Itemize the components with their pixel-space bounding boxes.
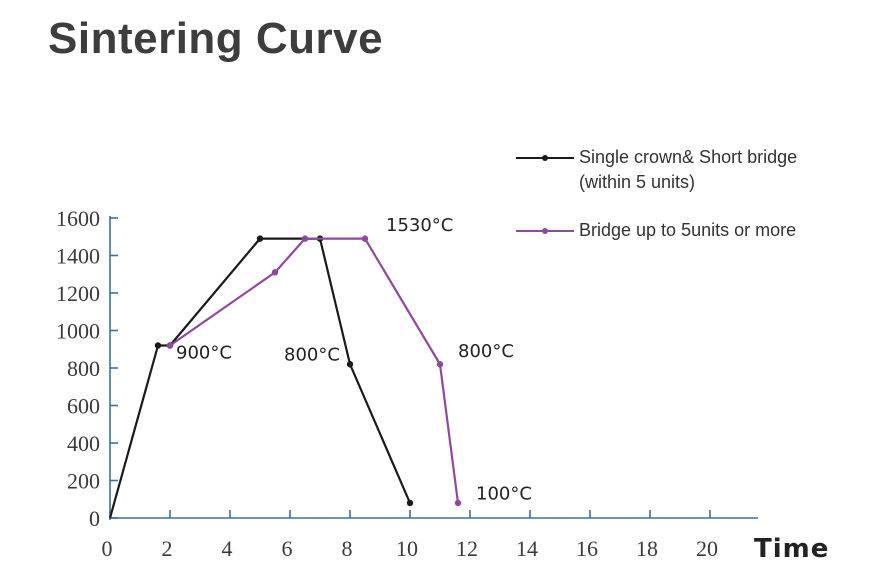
series-point (436, 361, 444, 368)
x-tick-label: 10 (396, 536, 418, 561)
series-point (454, 499, 462, 507)
y-tick-label: 1600 (56, 206, 100, 231)
series-line-1 (108, 237, 412, 519)
y-tick-label: 200 (67, 469, 100, 494)
x-tick-label: 2 (162, 536, 173, 561)
x-tick-label: 18 (636, 536, 658, 561)
x-tick-label: 8 (342, 536, 353, 561)
temperature-annotation: 800°C (284, 345, 340, 366)
y-tick-label: 600 (67, 394, 100, 419)
y-tick-label: 1200 (56, 281, 100, 306)
y-tick-label: 800 (67, 356, 100, 381)
x-tick-label: 12 (456, 536, 478, 561)
x-tick-label: 16 (576, 536, 598, 561)
temperature-annotation: 800°C (458, 341, 514, 362)
temperature-annotation: 1530°C (386, 215, 453, 236)
legend-label: Bridge up to 5units or more (579, 220, 796, 240)
series-point (406, 499, 414, 507)
series-line-2 (169, 237, 460, 504)
series-layer (108, 235, 462, 519)
series-point (154, 342, 162, 349)
series-point (256, 235, 264, 242)
series-point (271, 269, 279, 276)
legend: Single crown& Short bridge (within 5 unit… (516, 147, 797, 240)
x-tick-label: 14 (516, 536, 538, 561)
axes: 0 200 400 600 800 1000 1200 1400 1600 0 2 4 6 8 10 12 14… (56, 206, 829, 564)
annotation-layer: 900°C 800°C 1530°C 800°C 100°C (176, 215, 532, 504)
temperature-annotation: 900°C (176, 343, 232, 364)
legend-label: Single crown& Short bridge (579, 147, 797, 167)
series-point (166, 342, 174, 349)
legend-swatch-marker (542, 155, 548, 161)
series-point (346, 361, 354, 368)
series-point (301, 235, 309, 242)
chart-title: Sintering Curve (48, 14, 384, 63)
x-tick-label: 4 (222, 536, 233, 561)
y-tick-label: 0 (89, 506, 100, 531)
legend-label-line2: (within 5 units) (579, 172, 695, 192)
series-point (361, 235, 369, 242)
y-tick-label: 1000 (56, 319, 100, 344)
x-tick-label: 6 (282, 536, 293, 561)
y-tick-label: 1400 (56, 244, 100, 269)
x-axis-label: Time (754, 534, 829, 564)
temperature-annotation: 100°C (476, 483, 532, 504)
x-tick-label: 20 (696, 536, 718, 561)
legend-swatch-marker (542, 228, 548, 234)
x-tick-label: 0 (102, 536, 113, 561)
y-tick-label: 400 (67, 431, 100, 456)
